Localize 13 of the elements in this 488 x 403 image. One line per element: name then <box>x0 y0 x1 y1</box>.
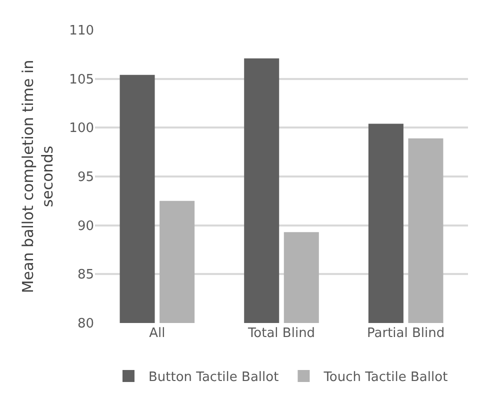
x-tick-label: Total Blind <box>246 326 316 341</box>
x-tick-label: Partial Blind <box>367 326 445 341</box>
y-axis-title: Mean ballot completion time in seconds <box>18 60 56 294</box>
y-tick-label: 100 <box>69 121 94 136</box>
x-tick-label: All <box>149 326 166 341</box>
y-tick-label: 90 <box>77 218 94 234</box>
y-tick-label: 110 <box>69 24 94 39</box>
y-tick-label: 80 <box>77 316 94 332</box>
legend-label: Button Tactile Ballot <box>148 370 279 386</box>
y-tick-label: 105 <box>69 72 94 88</box>
y-tick-label: 95 <box>77 170 94 186</box>
y-tick-label: 85 <box>77 268 94 283</box>
legend-label: Touch Tactile Ballot <box>322 370 448 386</box>
